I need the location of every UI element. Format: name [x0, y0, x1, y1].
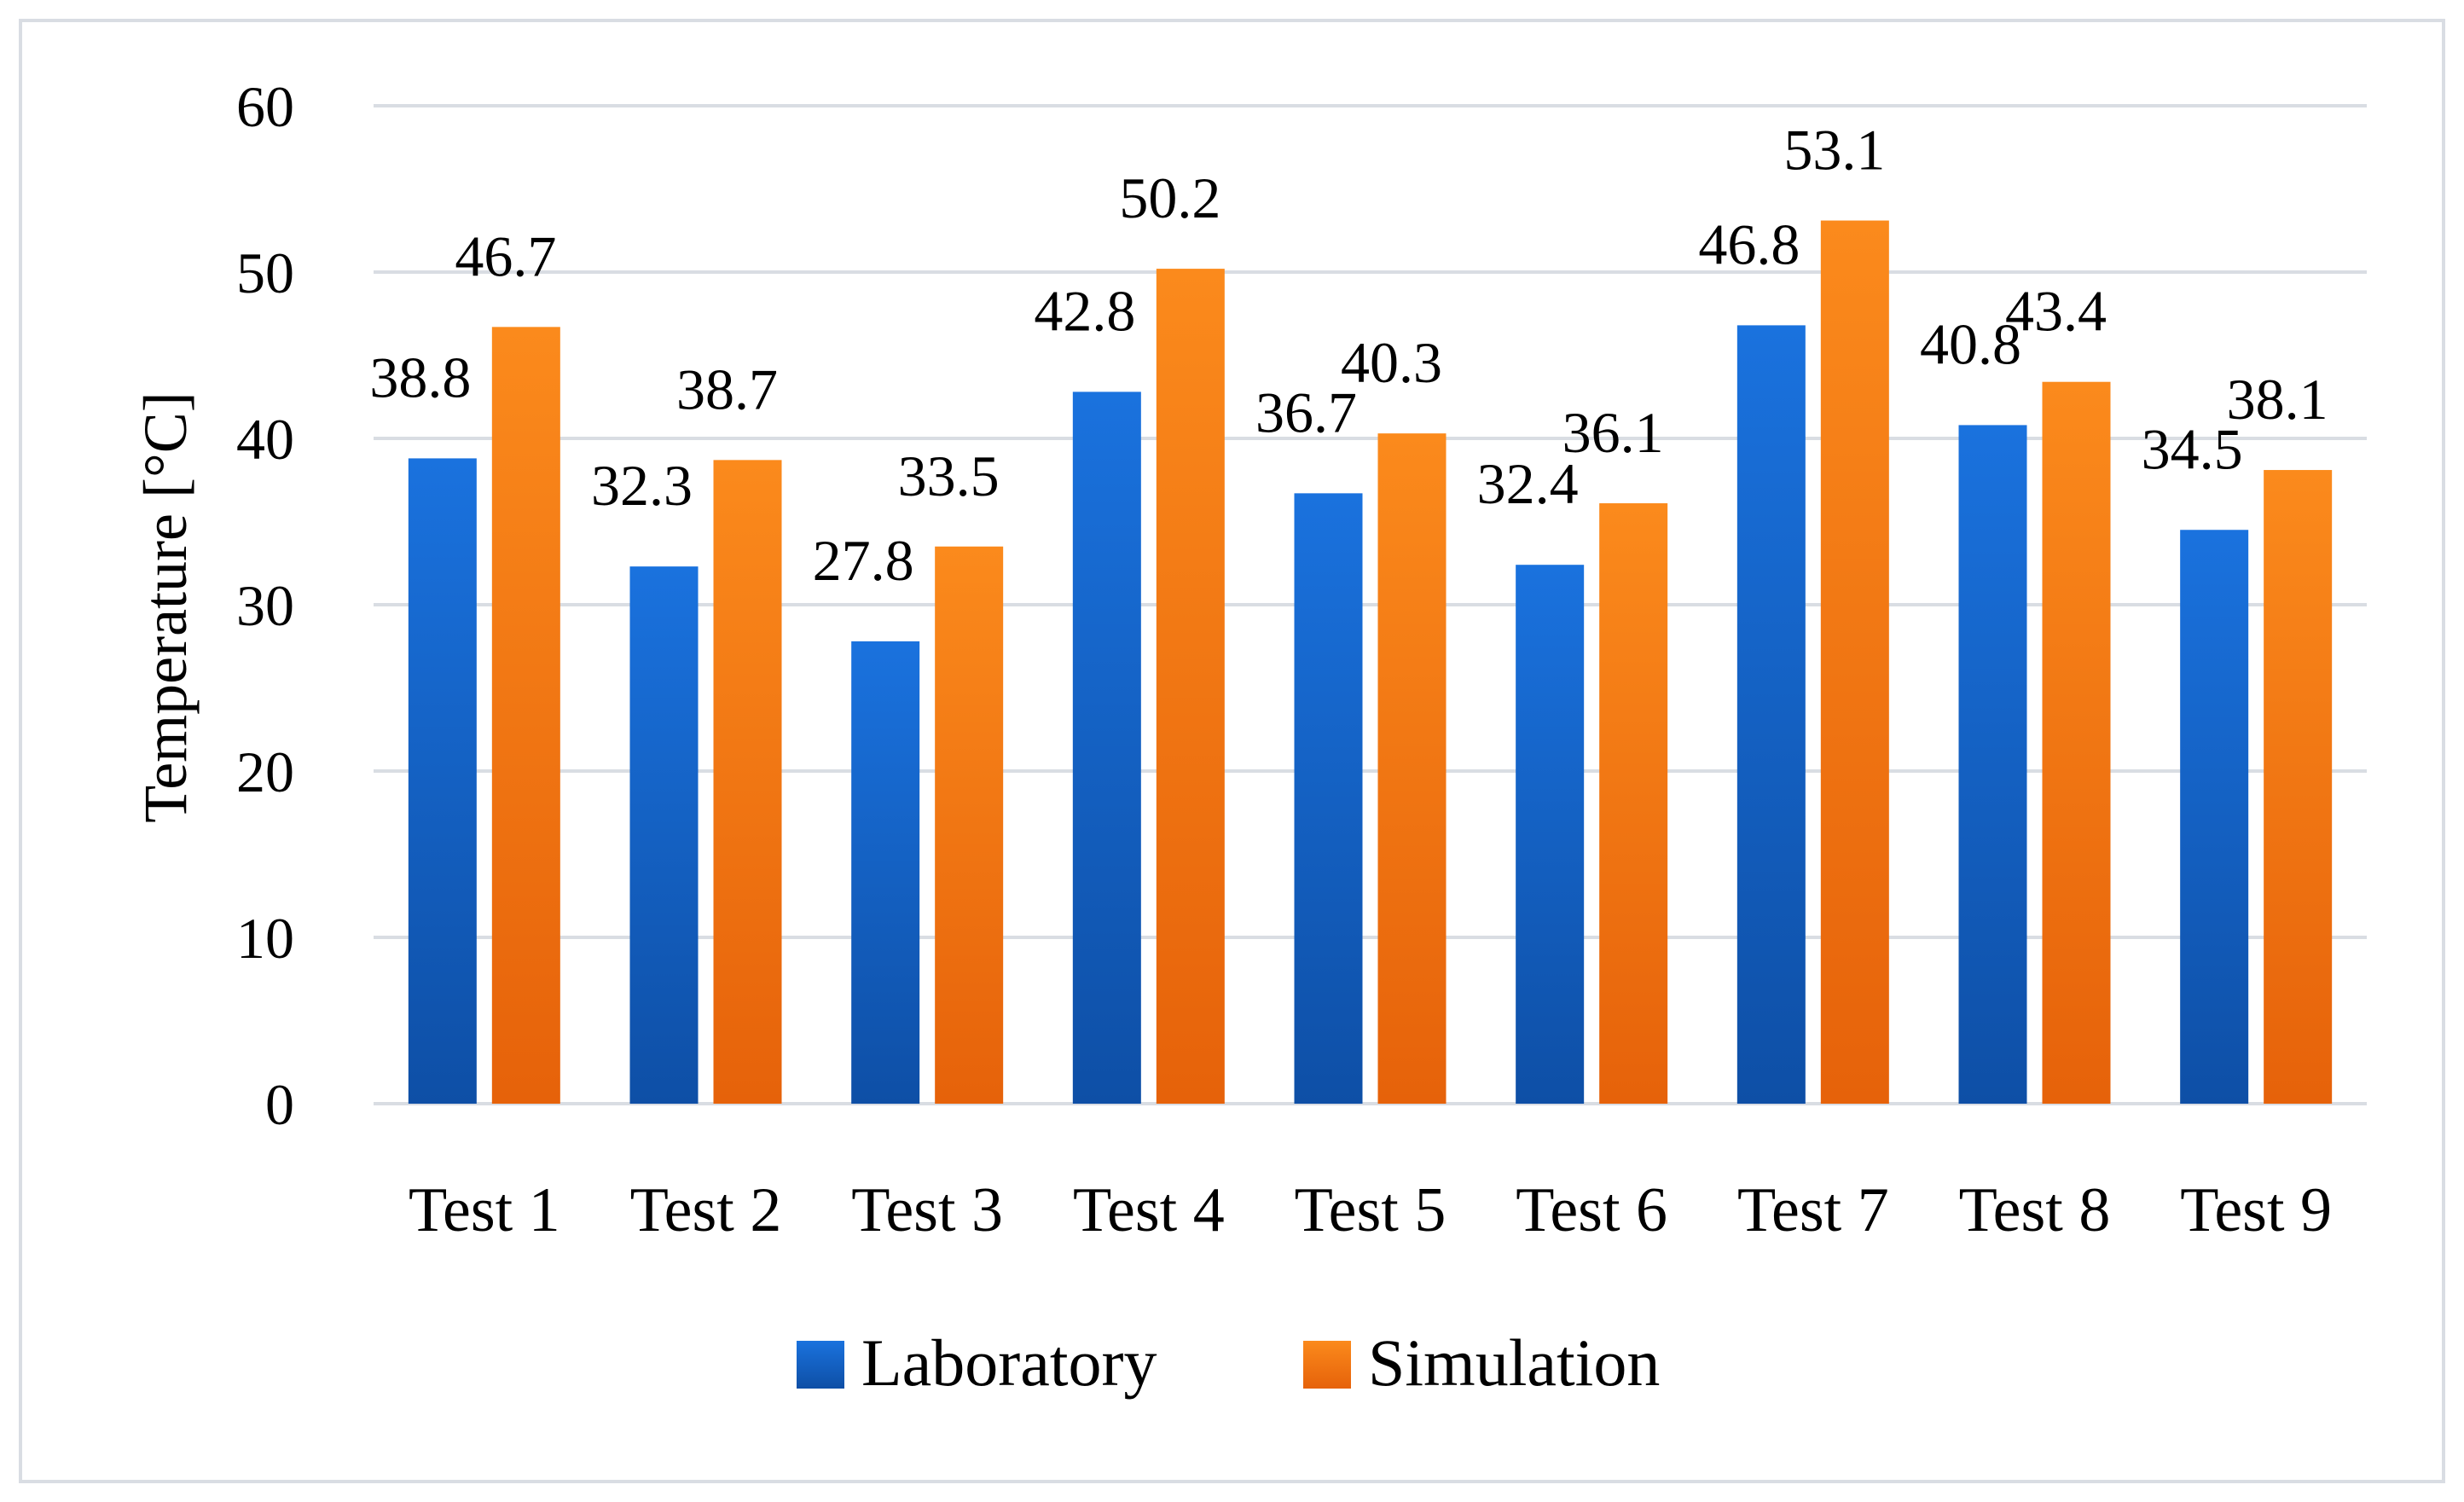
- data-label-simulation-6: 36.1: [1562, 400, 1664, 465]
- y-axis-title: Temperature [°C]: [131, 391, 200, 823]
- gridlines: [374, 104, 2367, 1105]
- y-tick-label: 60: [236, 74, 294, 139]
- x-category-label: Test 1: [409, 1175, 560, 1245]
- data-label-laboratory-2: 32.3: [591, 453, 693, 518]
- legend-swatch-simulation: [1303, 1341, 1351, 1389]
- bar-laboratory-8: [1958, 425, 2027, 1104]
- bar-laboratory-5: [1294, 493, 1363, 1104]
- data-label-simulation-5: 40.3: [1341, 330, 1442, 395]
- y-tick-label: 10: [236, 906, 294, 971]
- data-label-simulation-8: 43.4: [2005, 279, 2107, 344]
- data-label-laboratory-3: 27.8: [813, 528, 914, 593]
- x-category-label: Test 9: [2180, 1175, 2332, 1245]
- x-category-label: Test 6: [1516, 1175, 1667, 1245]
- legend-label-laboratory: Laboratory: [861, 1325, 1157, 1400]
- data-label-simulation-9: 38.1: [2227, 367, 2328, 432]
- bar-simulation-7: [1820, 220, 1889, 1104]
- y-axis-ticks: 0 10 20 30 40 50 60: [236, 74, 294, 1137]
- bar-laboratory-9: [2180, 530, 2249, 1104]
- bar-simulation-6: [1599, 503, 1668, 1104]
- data-label-simulation-3: 33.5: [898, 444, 1000, 508]
- x-category-label: Test 2: [630, 1175, 782, 1245]
- data-label-laboratory-8: 40.8: [1920, 311, 2021, 376]
- x-category-label: Test 7: [1737, 1175, 1889, 1245]
- bar-simulation-1: [491, 327, 560, 1105]
- legend-swatch-laboratory: [797, 1341, 844, 1389]
- data-label-laboratory-4: 42.8: [1034, 278, 1135, 343]
- bar-laboratory-1: [408, 458, 477, 1104]
- x-axis-categories: Test 1 Test 2 Test 3 Test 4 Test 5 Test 6 Test…: [409, 1175, 2332, 1245]
- x-category-label: Test 4: [1073, 1175, 1225, 1245]
- data-label-laboratory-6: 32.4: [1477, 451, 1579, 516]
- legend-label-simulation: Simulation: [1368, 1325, 1660, 1400]
- bar-laboratory-7: [1736, 325, 1806, 1104]
- bars: [408, 220, 2333, 1105]
- bar-simulation-2: [713, 460, 782, 1104]
- legend: Laboratory Simulation: [797, 1325, 1660, 1400]
- data-label-laboratory-7: 46.8: [1698, 212, 1800, 276]
- data-label-laboratory-9: 34.5: [2142, 416, 2243, 481]
- x-category-label: Test 3: [851, 1175, 1003, 1245]
- data-label-simulation-1: 46.7: [455, 223, 556, 288]
- x-category-label: Test 5: [1295, 1175, 1447, 1245]
- data-label-laboratory-1: 38.8: [369, 345, 471, 409]
- bar-laboratory-6: [1516, 565, 1585, 1104]
- bar-laboratory-4: [1072, 391, 1141, 1104]
- y-tick-label: 20: [236, 739, 294, 804]
- data-label-simulation-2: 38.7: [676, 357, 778, 421]
- y-tick-label: 30: [236, 573, 294, 638]
- bar-simulation-9: [2264, 470, 2333, 1104]
- bar-simulation-4: [1156, 269, 1225, 1105]
- data-label-simulation-7: 53.1: [1783, 118, 1885, 183]
- x-category-label: Test 8: [1959, 1175, 2111, 1245]
- bar-simulation-5: [1377, 433, 1447, 1104]
- data-label-simulation-4: 50.2: [1119, 165, 1220, 230]
- bar-laboratory-2: [629, 566, 699, 1104]
- y-tick-label: 50: [236, 241, 294, 305]
- y-tick-label: 40: [236, 407, 294, 472]
- y-tick-label: 0: [265, 1072, 294, 1137]
- bar-simulation-3: [935, 546, 1004, 1104]
- data-labels: 38.8 46.7 32.3 38.7 27.8 33.5 42.8 50.2 36.740.3…: [369, 118, 2328, 593]
- data-label-laboratory-5: 36.7: [1255, 380, 1357, 444]
- bar-simulation-8: [2042, 381, 2111, 1104]
- bar-laboratory-3: [851, 641, 920, 1104]
